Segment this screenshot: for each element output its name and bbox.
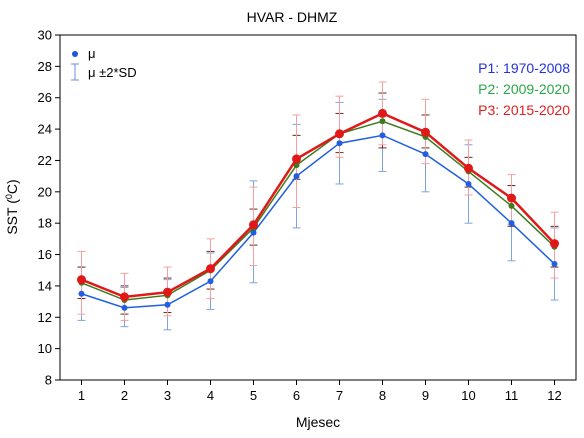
data-point <box>120 292 129 302</box>
y-axis-title: SST (0C) <box>4 179 20 234</box>
data-point <box>508 202 515 209</box>
plot-frame <box>59 34 577 381</box>
y-tick-label: 20 <box>38 184 52 199</box>
y-tick-label: 10 <box>38 341 52 356</box>
y-axis: 8 10 12 14 16 18 20 22 24 26 28 30 <box>38 28 60 388</box>
y-tick-label: 16 <box>38 247 52 262</box>
data-point <box>78 290 85 297</box>
series-line-1 <box>81 134 556 309</box>
data-point <box>379 118 386 125</box>
data-point <box>293 162 300 169</box>
period-label-2: P2: 2009-2020 <box>478 81 570 97</box>
x-tick-label: 1 <box>78 388 85 403</box>
x-tick-label: 3 <box>164 388 171 403</box>
data-point <box>336 140 343 147</box>
chart-title: HVAR - DHMZ <box>247 9 338 25</box>
data-point <box>121 304 128 311</box>
legend-sd-marker <box>71 63 79 81</box>
data-point <box>293 173 300 180</box>
legend: μ μ ±2*SD <box>71 46 137 81</box>
y-tick-label: 24 <box>38 122 52 137</box>
y-tick-label: 18 <box>38 216 52 231</box>
data-point <box>77 275 86 285</box>
legend-mean-marker <box>72 51 78 57</box>
data-point <box>421 127 430 137</box>
y-tick-label: 22 <box>38 153 52 168</box>
y-tick-label: 28 <box>38 59 52 74</box>
x-tick-label: 4 <box>207 388 214 403</box>
series-line-3 <box>81 112 556 299</box>
error-bars-series-2 <box>77 92 559 315</box>
data-point <box>292 154 301 164</box>
data-point <box>249 220 258 230</box>
y-axis-title-tail: C) <box>4 179 20 194</box>
period-label-3: P3: 2015-2020 <box>478 102 570 118</box>
series-layer <box>77 81 559 331</box>
data-point <box>207 278 214 285</box>
data-point <box>379 132 386 139</box>
period-label-1: P1: 1970-2008 <box>478 60 570 76</box>
data-point <box>378 108 387 118</box>
data-point <box>250 229 257 236</box>
series-line-2 <box>81 120 556 301</box>
x-tick-label: 7 <box>336 388 343 403</box>
data-point <box>164 301 171 308</box>
data-point <box>163 287 172 297</box>
x-tick-label: 6 <box>293 388 300 403</box>
data-point <box>508 220 515 227</box>
data-point <box>422 151 429 158</box>
y-tick-label: 8 <box>45 373 52 388</box>
x-axis-title: Mjesec <box>296 414 340 430</box>
y-tick-label: 26 <box>38 90 52 105</box>
data-point <box>465 180 472 187</box>
y-axis-title-main: SST ( <box>4 199 20 235</box>
y-tick-label: 30 <box>38 28 52 43</box>
data-point <box>335 129 344 139</box>
data-point <box>550 239 559 249</box>
data-point <box>464 163 473 173</box>
x-tick-label: 11 <box>505 388 519 403</box>
data-point <box>206 264 215 274</box>
x-tick-label: 8 <box>379 388 386 403</box>
x-tick-label: 5 <box>250 388 257 403</box>
data-point <box>507 193 516 203</box>
x-tick-label: 10 <box>461 388 475 403</box>
x-tick-label: 2 <box>121 388 128 403</box>
x-tick-label: 9 <box>422 388 429 403</box>
period-labels: P1: 1970-2008 P2: 2009-2020 P3: 2015-2020 <box>478 60 570 118</box>
data-point <box>551 260 558 267</box>
plot-border <box>59 34 577 381</box>
y-tick-label: 14 <box>38 278 52 293</box>
x-tick-label: 12 <box>547 388 561 403</box>
error-bar <box>335 95 344 158</box>
x-axis: 1 2 3 4 5 6 7 8 9 10 11 12 <box>78 380 562 403</box>
y-tick-label: 12 <box>38 310 52 325</box>
legend-sd-label: μ ±2*SD <box>88 65 137 80</box>
y-axis-title-sup: 0 <box>4 194 14 199</box>
legend-mean-label: μ <box>88 46 96 61</box>
